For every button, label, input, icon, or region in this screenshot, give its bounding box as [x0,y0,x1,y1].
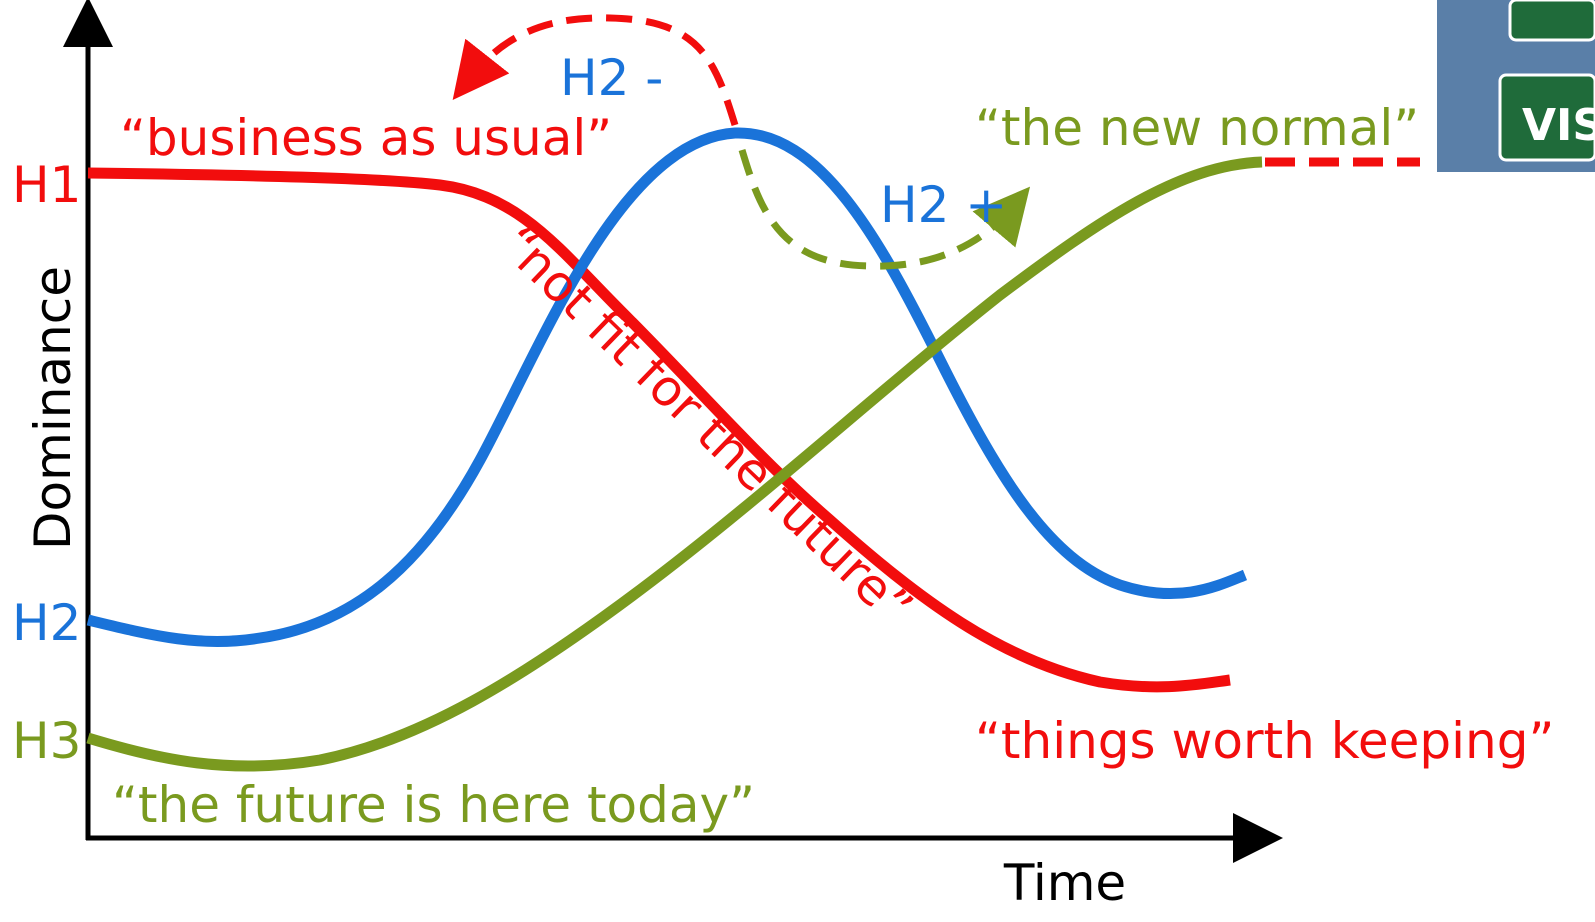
h2-minus-arrow [452,14,739,127]
annotation: H2 - [560,49,663,107]
h2-plus-arrow [738,148,1031,270]
h3-label: H3 [12,712,81,770]
h1-label: H1 [12,156,81,214]
h2-label: H2 [12,594,81,652]
y-axis-label: Dominance [24,266,82,550]
corner-image: VIS [1437,0,1595,172]
annotation: “things worth keeping” [975,712,1554,770]
x-axis-label: Time [1003,854,1126,912]
image-text: VIS [1522,100,1595,151]
annotation: “not fit for the future” [490,215,924,637]
h1-curve [87,167,1231,693]
annotation: H2 + [880,176,1007,234]
h3-curve [86,156,1263,772]
h2-curve [86,127,1248,647]
annotation: “the new normal” [975,99,1419,157]
annotation: “business as usual” [120,109,612,167]
annotation: “the future is here today” [112,776,755,834]
